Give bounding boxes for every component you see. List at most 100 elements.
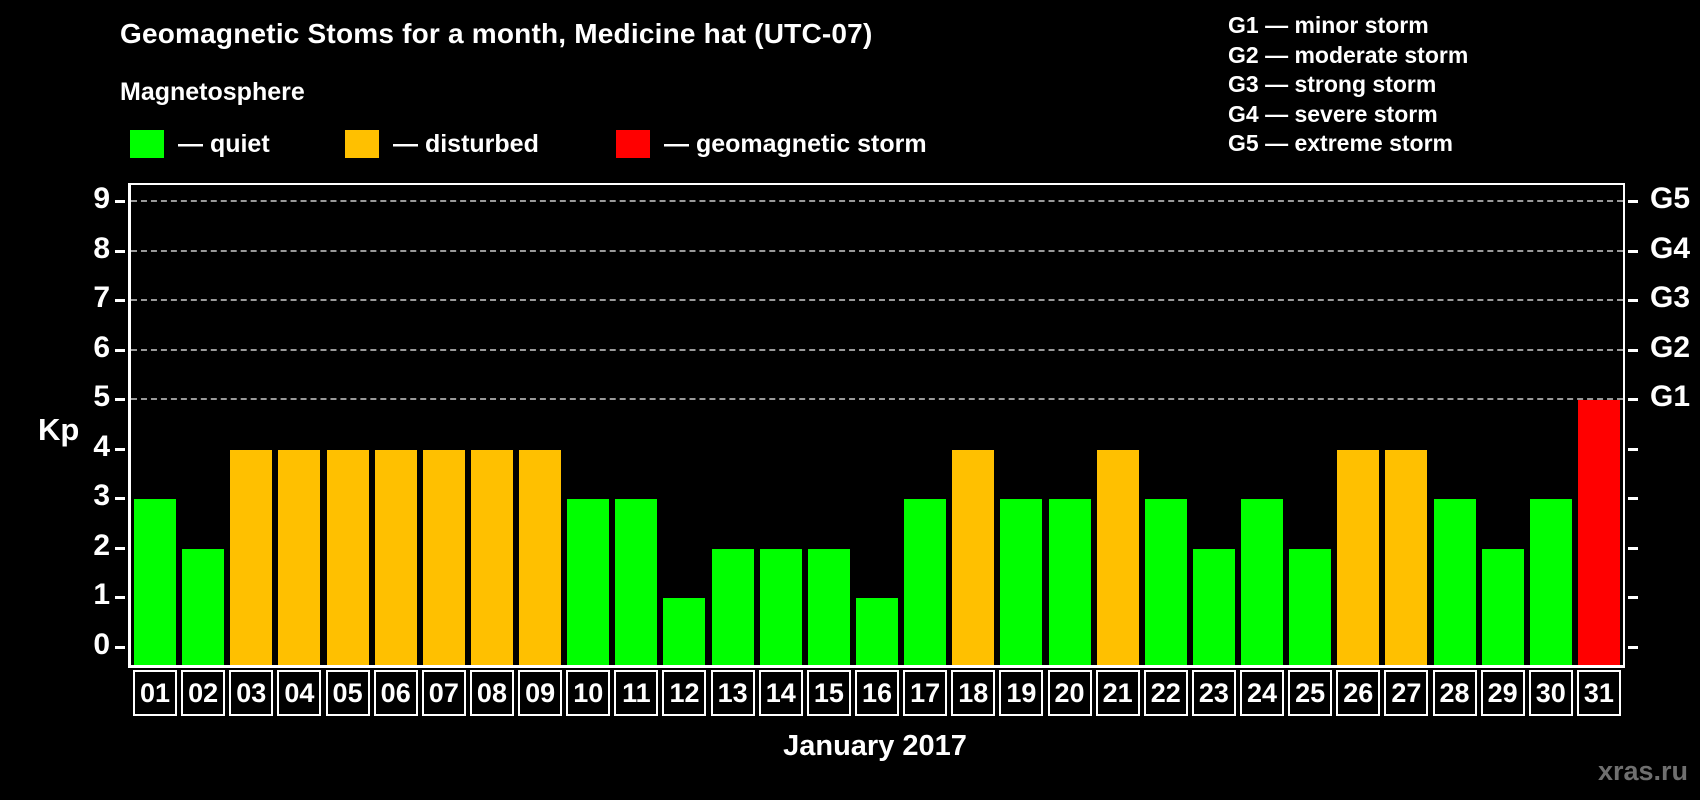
left-axis-tick-1 <box>115 596 125 600</box>
watermark: xras.ru <box>1597 756 1688 786</box>
kp-bar-day-07 <box>422 449 465 665</box>
kp-bar-day-20 <box>1048 499 1091 665</box>
day-label-12: 12 <box>662 670 707 716</box>
day-label-11: 11 <box>614 670 659 716</box>
kp-bar-day-13 <box>711 548 754 665</box>
right-axis-tick-9 <box>1628 200 1638 203</box>
day-label-20: 20 <box>1047 670 1092 716</box>
quiet-color-swatch <box>130 130 164 158</box>
left-axis-tick-6 <box>115 348 125 352</box>
day-label-04: 04 <box>277 670 322 716</box>
kp-bar-day-11 <box>615 499 658 665</box>
day-label-18: 18 <box>951 670 996 716</box>
kp-bar-day-14 <box>759 548 802 665</box>
day-label-19: 19 <box>999 670 1044 716</box>
legend-storm-label: — geomagnetic storm <box>664 129 927 158</box>
legend-quiet-label: — quiet <box>178 129 270 158</box>
kp-bar-day-08 <box>470 449 513 665</box>
y-axis-tick-labels: 0 1 2 3 4 5 6 7 8 9 <box>40 183 110 663</box>
kp-bar-day-25 <box>1289 548 1332 665</box>
left-axis-tick-2 <box>115 546 125 550</box>
kp-bar-day-27 <box>1385 449 1428 665</box>
day-label-05: 05 <box>325 670 370 716</box>
day-label-26: 26 <box>1336 670 1381 716</box>
day-label-14: 14 <box>758 670 803 716</box>
x-axis-day-labels: 01 02 03 04 05 06 07 08 09 10 11 12 13 14 15 16 17 18 19 20… <box>131 670 1623 716</box>
left-axis-tick-0 <box>115 646 125 649</box>
day-label-28: 28 <box>1432 670 1477 716</box>
day-label-31: 31 <box>1576 670 1621 716</box>
day-label-10: 10 <box>566 670 611 716</box>
kp-bar-day-02 <box>182 548 225 665</box>
kp-bar-day-05 <box>326 449 369 665</box>
disturbed-color-swatch <box>345 130 379 158</box>
y-tick-label-9: 9 <box>93 182 110 215</box>
legend-item-storm: — geomagnetic storm <box>616 128 927 160</box>
left-axis-tick-4 <box>115 447 125 451</box>
kp-bar-day-23 <box>1192 548 1235 665</box>
kp-bar-day-28 <box>1433 499 1476 665</box>
y-tick-label-8: 8 <box>93 231 110 265</box>
right-axis-label-g4: G4 <box>1650 231 1691 265</box>
day-label-16: 16 <box>855 670 899 716</box>
day-label-22: 22 <box>1143 670 1188 716</box>
kp-bar-day-09 <box>519 449 562 665</box>
gridline-kp8 <box>131 249 1623 252</box>
gridline-kp7 <box>131 299 1623 302</box>
kp-bar-day-18 <box>952 449 995 665</box>
chart-title: Geomagnetic Stoms for a month, Medicine … <box>120 18 873 49</box>
day-label-21: 21 <box>1095 670 1140 716</box>
kp-bar-day-30 <box>1529 499 1572 665</box>
left-axis-tick-3 <box>115 497 125 501</box>
kp-bar-day-22 <box>1144 499 1187 665</box>
right-axis-label-g1: G1 <box>1650 380 1691 414</box>
y-tick-label-5: 5 <box>93 380 110 414</box>
day-label-06: 06 <box>373 670 418 716</box>
legend-item-quiet: — quiet <box>130 128 270 160</box>
kp-bar-day-15 <box>807 548 850 665</box>
day-label-15: 15 <box>806 670 851 716</box>
right-axis-tick-0 <box>1628 646 1638 649</box>
left-axis-tick-9 <box>115 200 125 203</box>
left-axis-tick-5 <box>115 398 125 402</box>
g-scale-legend-line: G4 — severe storm <box>1228 100 1438 127</box>
kp-bar-day-24 <box>1241 499 1284 665</box>
left-axis-tick-7 <box>115 299 125 303</box>
g-scale-legend-line: G1 — minor storm <box>1228 12 1429 38</box>
g-scale-legend-line: G5 — extreme storm <box>1228 130 1453 156</box>
day-label-25: 25 <box>1288 670 1333 716</box>
gridline-kp6 <box>131 348 1623 351</box>
kp-bar-day-17 <box>904 499 947 665</box>
kp-bar-day-21 <box>1096 449 1139 665</box>
kp-bar-day-19 <box>1000 499 1043 665</box>
kp-bar-day-12 <box>663 598 706 665</box>
day-label-02: 02 <box>181 670 226 716</box>
kp-bar-day-26 <box>1337 449 1380 665</box>
plot-area <box>115 183 1638 668</box>
day-label-01: 01 <box>133 670 178 716</box>
day-label-27: 27 <box>1384 670 1429 716</box>
day-label-23: 23 <box>1191 670 1236 716</box>
right-axis-tick-6 <box>1628 348 1638 352</box>
y-tick-label-2: 2 <box>93 528 110 562</box>
day-label-29: 29 <box>1480 670 1525 716</box>
g-scale-legend: G1 — minor storm G2 — moderate storm G3 … <box>1228 11 1468 159</box>
chart-subtitle: Magnetosphere <box>120 78 305 106</box>
legend-item-disturbed: — disturbed <box>345 128 539 160</box>
y-tick-label-0: 0 <box>93 628 110 661</box>
day-label-07: 07 <box>421 670 466 716</box>
right-axis-tick-1 <box>1628 596 1638 600</box>
right-axis-tick-8 <box>1628 249 1638 253</box>
y-tick-label-4: 4 <box>93 429 110 463</box>
kp-bar-day-04 <box>278 449 321 665</box>
right-axis-tick-3 <box>1628 497 1638 501</box>
kp-bar-day-01 <box>134 499 177 665</box>
right-axis-tick-2 <box>1628 546 1638 550</box>
kp-bar-day-10 <box>567 499 610 665</box>
day-label-30: 30 <box>1528 670 1573 716</box>
kp-bar-day-29 <box>1481 548 1524 665</box>
legend-disturbed-label: — disturbed <box>393 129 539 158</box>
x-axis-title: January 2017 <box>783 730 967 762</box>
y-tick-label-1: 1 <box>93 578 110 612</box>
